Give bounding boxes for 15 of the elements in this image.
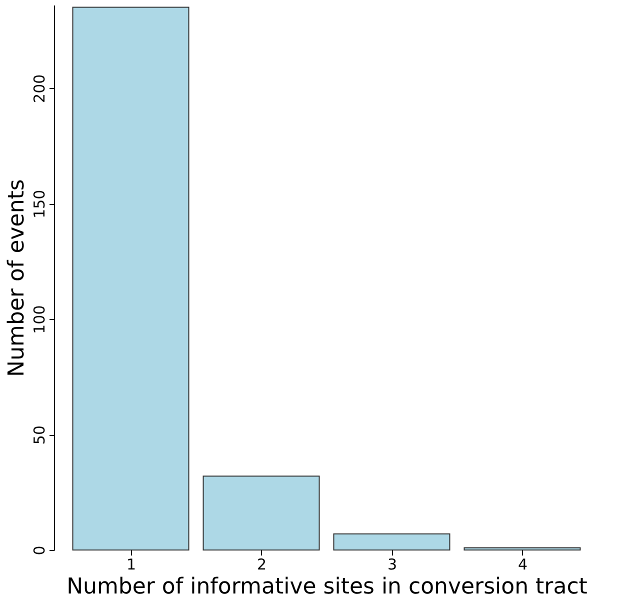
y-tick-label: 100 (30, 305, 48, 334)
x-axis-title: Number of informative sites in conversion tract (66, 574, 588, 600)
y-axis-title: Number of events (4, 179, 30, 377)
x-tick-label: 2 (256, 556, 267, 574)
x-tick-label: 1 (126, 556, 136, 574)
x-tick-label: 3 (387, 556, 398, 574)
bar (333, 533, 450, 550)
bar (202, 476, 320, 550)
y-tick-label: 200 (30, 74, 48, 103)
y-tick-label: 150 (30, 190, 48, 218)
y-tick-label: 50 (30, 425, 48, 445)
bar (464, 547, 581, 550)
bar (72, 6, 190, 550)
x-tick-label: 4 (518, 556, 528, 574)
y-tick-label: 0 (30, 546, 48, 556)
